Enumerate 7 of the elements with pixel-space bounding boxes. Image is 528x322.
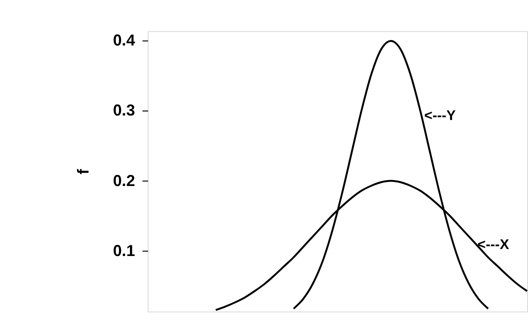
annotation: <---X: [478, 236, 510, 252]
y-axis-title: f: [76, 168, 93, 174]
y-tick-label: 0.1: [112, 243, 136, 260]
y-tick-label: 0.3: [112, 102, 136, 120]
annotation: <---Y: [424, 106, 456, 123]
y-tick-label: 0.4: [112, 32, 136, 50]
y-tick-label: 0.2: [112, 172, 136, 190]
